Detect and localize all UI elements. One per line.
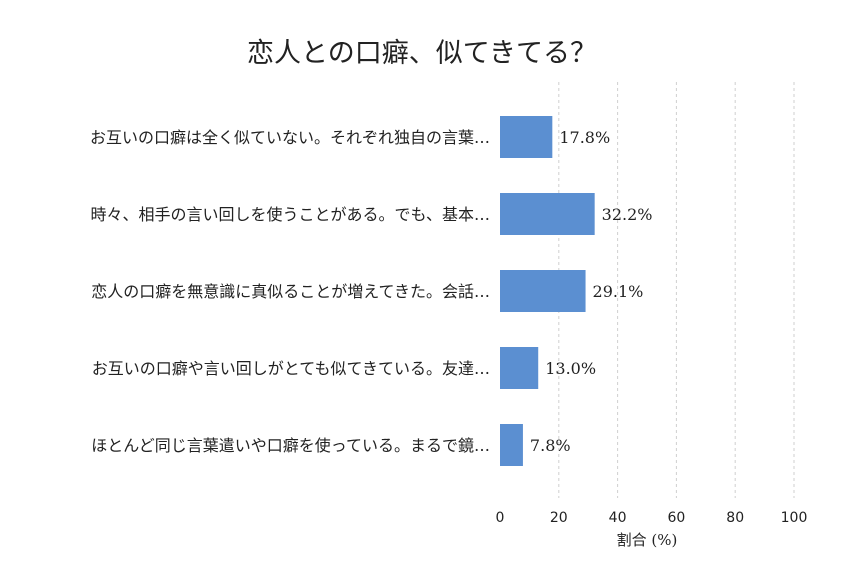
x-tick-label: 100 [781, 510, 808, 526]
x-tick-label: 20 [550, 510, 568, 526]
category-label: お互いの口癖や言い回しがとても似てきている。友達… [92, 359, 490, 378]
data-label: 32.2% [602, 205, 653, 224]
bar [500, 270, 586, 312]
chart-title: 恋人との口癖、似てきてる？ [247, 38, 597, 69]
x-axis-label: 割合 (%) [617, 531, 678, 549]
category-label: 時々、相手の言い回しを使うことがある。でも、基本… [90, 205, 490, 224]
x-tick-label: 0 [496, 510, 505, 526]
category-label: お互いの口癖は全く似ていない。それぞれ独自の言葉… [90, 128, 490, 147]
bar [500, 424, 523, 466]
bar [500, 193, 595, 235]
bar [500, 347, 539, 389]
data-label: 17.8% [559, 128, 610, 147]
category-label: 恋人の口癖を無意識に真似ることが増えてきた。会話… [91, 282, 490, 301]
category-labels: お互いの口癖は全く似ていない。それぞれ独自の言葉… 時々、相手の言い回しを使うこと… [90, 128, 490, 455]
data-label: 13.0% [545, 359, 596, 378]
x-tick-label: 80 [726, 510, 744, 526]
category-label: ほとんど同じ言葉遣いや口癖を使っている。まるで鏡… [91, 436, 490, 455]
data-label: 7.8% [530, 436, 571, 455]
data-label: 29.1% [593, 282, 644, 301]
bar [500, 116, 553, 158]
x-tick-label: 40 [609, 510, 627, 526]
bars [500, 116, 595, 466]
x-tick-label: 60 [667, 510, 685, 526]
x-axis-ticks: 0 20 40 60 80 100 [496, 510, 808, 526]
value-labels: 17.8% 32.2% 29.1% 13.0% 7.8% [530, 128, 653, 455]
